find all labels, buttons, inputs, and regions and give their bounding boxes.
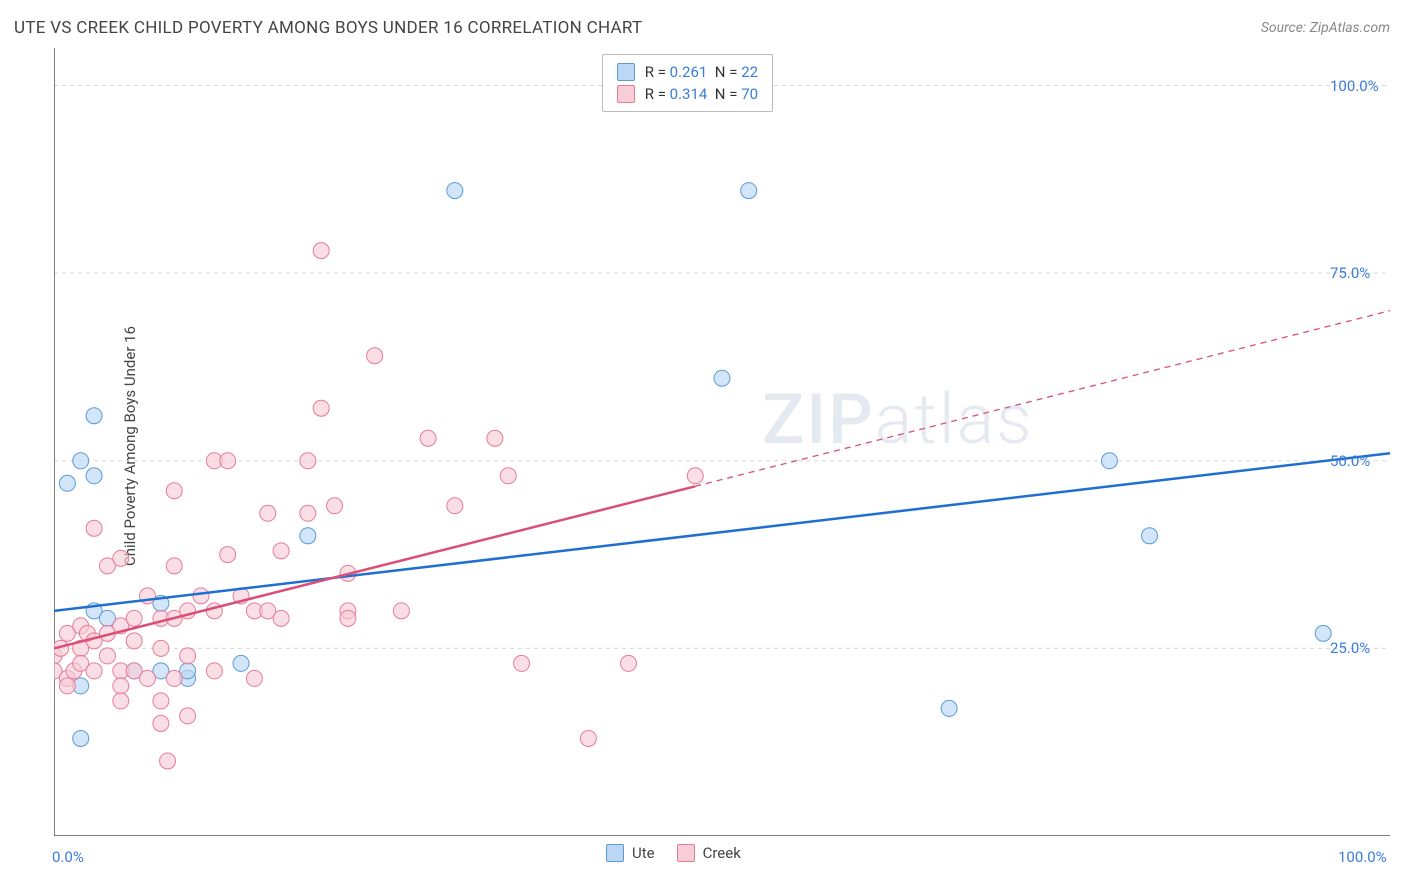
scatter-point xyxy=(447,183,463,199)
scatter-point xyxy=(246,670,262,686)
scatter-point xyxy=(166,558,182,574)
scatter-point xyxy=(126,633,142,649)
scatter-point xyxy=(500,468,516,484)
correlation-stats-box: R = 0.261 N = 22 R = 0.314 N = 70 xyxy=(602,54,773,112)
axis-value: 0.0% xyxy=(52,848,84,866)
scatter-point xyxy=(113,550,129,566)
axis-value: 75.0% xyxy=(1330,264,1370,282)
stat-text: R = 0.314 N = 70 xyxy=(645,85,758,103)
scatter-point xyxy=(620,655,636,671)
scatter-point xyxy=(514,655,530,671)
scatter-point xyxy=(741,183,757,199)
scatter-point xyxy=(327,498,343,514)
chart-title: UTE VS CREEK CHILD POVERTY AMONG BOYS UN… xyxy=(14,18,642,38)
scatter-point xyxy=(1315,625,1331,641)
scatter-point xyxy=(86,408,102,424)
stat-row: R = 0.314 N = 70 xyxy=(617,83,758,105)
legend-swatch-icon xyxy=(617,63,635,81)
axis-value: 100.0% xyxy=(1330,77,1379,95)
scatter-point xyxy=(340,610,356,626)
series-legend: Ute Creek xyxy=(606,844,755,862)
scatter-point xyxy=(193,588,209,604)
scatter-point xyxy=(220,547,236,563)
scatter-point xyxy=(113,693,129,709)
scatter-point xyxy=(260,505,276,521)
scatter-point xyxy=(313,243,329,259)
legend-label: Creek xyxy=(703,844,741,862)
scatter-point xyxy=(300,453,316,469)
stat-text: R = 0.261 N = 22 xyxy=(645,63,758,81)
axis-value: 100.0% xyxy=(1338,848,1387,866)
scatter-point xyxy=(153,715,169,731)
source-label: Source: ZipAtlas.com xyxy=(1261,20,1390,36)
scatter-point xyxy=(140,670,156,686)
scatter-point xyxy=(273,610,289,626)
trend-line-solid xyxy=(54,453,1390,611)
scatter-point xyxy=(273,543,289,559)
scatter-point xyxy=(86,663,102,679)
axis-value: 50.0% xyxy=(1330,452,1370,470)
scatter-point xyxy=(180,708,196,724)
legend-label: Ute xyxy=(632,844,655,862)
scatter-point xyxy=(86,468,102,484)
scatter-point xyxy=(420,430,436,446)
legend-swatch-icon xyxy=(677,844,695,862)
scatter-point xyxy=(941,700,957,716)
axis-value: 25.0% xyxy=(1330,639,1370,657)
scatter-point xyxy=(367,348,383,364)
scatter-point xyxy=(687,468,703,484)
scatter-point xyxy=(160,753,176,769)
scatter-point xyxy=(99,648,115,664)
scatter-point xyxy=(220,453,236,469)
stat-row: R = 0.261 N = 22 xyxy=(617,61,758,83)
scatter-point xyxy=(59,475,75,491)
scatter-point xyxy=(206,663,222,679)
scatter-point xyxy=(714,370,730,386)
scatter-point xyxy=(447,498,463,514)
chart-container: UTE VS CREEK CHILD POVERTY AMONG BOYS UN… xyxy=(0,0,1406,892)
plot-area xyxy=(54,48,1390,836)
scatter-point xyxy=(300,528,316,544)
legend-swatch-icon xyxy=(617,85,635,103)
scatter-point xyxy=(86,520,102,536)
trend-line-solid xyxy=(54,486,695,648)
scatter-point xyxy=(580,730,596,746)
scatter-point xyxy=(153,640,169,656)
scatter-point xyxy=(180,648,196,664)
scatter-point xyxy=(113,678,129,694)
scatter-point xyxy=(59,678,75,694)
scatter-point xyxy=(166,483,182,499)
scatter-point xyxy=(73,730,89,746)
scatter-point xyxy=(126,610,142,626)
scatter-point xyxy=(393,603,409,619)
scatter-point xyxy=(166,670,182,686)
scatter-point xyxy=(1101,453,1117,469)
scatter-point xyxy=(233,655,249,671)
legend-swatch-icon xyxy=(606,844,624,862)
scatter-point xyxy=(1142,528,1158,544)
scatter-point xyxy=(300,505,316,521)
trend-line-dashed xyxy=(695,311,1390,487)
scatter-point xyxy=(153,693,169,709)
scatter-point xyxy=(487,430,503,446)
scatter-point xyxy=(73,453,89,469)
scatter-point xyxy=(313,400,329,416)
